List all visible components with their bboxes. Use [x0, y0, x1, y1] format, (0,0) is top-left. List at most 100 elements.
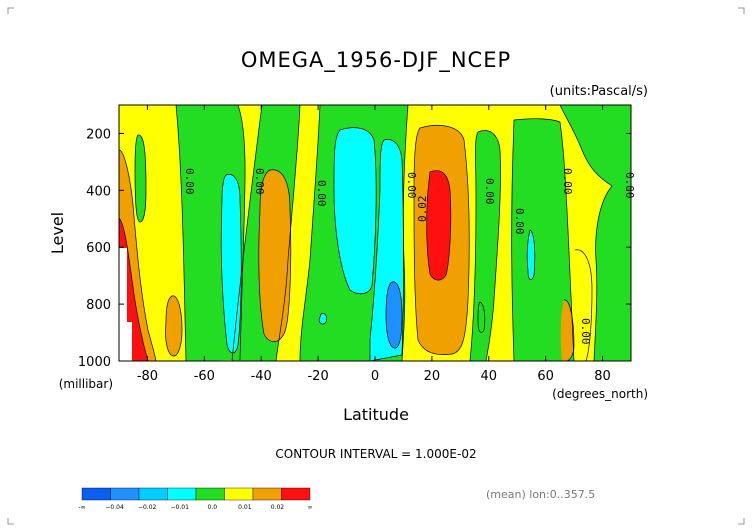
x-axis: -80 -60 -40 -20 0 20 40 60 80 [137, 105, 611, 384]
y-tick-label: 1000 [78, 355, 111, 370]
mean-lon-text: (mean) lon:0..357.5 [486, 488, 595, 501]
contour-label: 0.00 [483, 178, 496, 205]
contour-line [258, 169, 292, 342]
contour-line [369, 139, 404, 361]
contour-line [119, 149, 157, 361]
x-axis-title: Latitude [343, 405, 409, 424]
colorbar-label: 0.02 [271, 504, 285, 511]
contour-line [511, 119, 515, 361]
contour-label: 0.00 [253, 168, 266, 195]
x-unit-label: (degrees_north) [552, 387, 648, 401]
contour-label-002: 0.02 [416, 196, 429, 223]
y-tick-label: 600 [86, 241, 111, 256]
x-tick-label: -20 [307, 369, 328, 384]
colorbar-label: 0.0 [208, 504, 218, 511]
contour-interval-text: CONTOUR INTERVAL = 1.000E-02 [275, 447, 476, 461]
fill-orange-2 [258, 169, 291, 342]
fill-green-band-5 [511, 118, 574, 361]
contour-line [299, 105, 321, 361]
contour-line [175, 105, 187, 361]
fill-orange-spot [165, 295, 182, 356]
contour-line [237, 105, 246, 361]
colorbar-swatch [138, 487, 168, 501]
fill-cyan-1 [221, 174, 242, 353]
fill-orange-4 [560, 299, 574, 361]
contour-label: 0.00 [561, 168, 574, 195]
contour-line [134, 134, 147, 223]
contour-label: 0.00 [183, 168, 196, 195]
fill-green-band-6 [560, 105, 631, 361]
contour-label: 0.00 [405, 172, 418, 199]
contour-line [559, 105, 613, 361]
fill-green-spot-2 [478, 302, 485, 333]
contour-line [275, 105, 301, 361]
colorbar-swatch [252, 487, 282, 501]
colorbar-swatch [224, 487, 254, 501]
x-tick-label: 40 [481, 369, 498, 384]
colorbar-swatch [110, 487, 140, 501]
colorbar-swatch [81, 487, 111, 501]
contour-line [563, 299, 575, 361]
contour-labels: 0.00 0.00 0.00 0.00 0.02 0.00 0.00 0.00 … [183, 168, 636, 345]
colorbar-label: −0.02 [138, 504, 157, 511]
fill-missing-data [119, 248, 132, 361]
fill-green-spot-1 [135, 134, 146, 222]
fill-cyan-5 [319, 313, 327, 325]
y-unit-label: (millibar) [59, 377, 113, 391]
fill-blue-1 [386, 281, 402, 349]
fill-red-2 [426, 170, 451, 281]
x-tick-label: 0 [371, 369, 379, 384]
fill-cyan-2 [334, 127, 377, 294]
contour-line [513, 118, 575, 361]
corner-mark-br [738, 518, 745, 525]
colorbar-label: 0.01 [238, 504, 252, 511]
fill-yellow-feature [571, 249, 592, 361]
contour-label: 0.00 [315, 180, 328, 207]
contour-line [413, 125, 470, 355]
contour-line [426, 170, 452, 281]
contour-line [119, 217, 149, 361]
y-tick-label: 800 [86, 298, 111, 313]
contour-label: 0.00 [623, 172, 636, 199]
x-tick-label: -40 [251, 369, 272, 384]
y-tick-label: 200 [86, 127, 111, 142]
contour-line [574, 249, 593, 361]
contour-line [333, 127, 377, 295]
x-tick-label: -60 [194, 369, 215, 384]
contour-line [318, 313, 327, 325]
contour-line [477, 301, 486, 333]
contour-line [231, 105, 263, 361]
contour-line [477, 130, 501, 361]
x-tick-label: 80 [594, 369, 611, 384]
contour-line [469, 131, 479, 361]
colorbar-swatch [281, 487, 311, 501]
corner-mark-tl [7, 7, 14, 14]
contour-label: 0.00 [513, 208, 526, 235]
colorbar-swatch [167, 487, 197, 501]
units-label: (units:Pascal/s) [550, 84, 648, 99]
colorbar-label: −0.04 [105, 504, 124, 511]
contour-label: 0.00 [579, 318, 592, 345]
colorbar-label: ∞ [308, 504, 313, 511]
chart-title: OMEGA_1956-DJF_NCEP [241, 48, 511, 73]
contour-line [165, 295, 183, 357]
y-axis: 200 400 600 800 1000 [78, 127, 631, 370]
colorbar-label: −0.01 [171, 504, 190, 511]
colorbar-label: -∞ [78, 504, 85, 511]
contour-line [220, 174, 242, 354]
y-tick-label: 400 [86, 184, 111, 199]
fill-green-band-4 [470, 130, 501, 361]
corner-mark-bl [7, 518, 14, 525]
corner-mark-tr [738, 7, 745, 14]
contour-lines [119, 105, 613, 361]
contour-line [526, 229, 536, 281]
x-tick-label: 20 [424, 369, 441, 384]
fill-cyan-4 [527, 230, 535, 280]
contour-line [385, 281, 403, 349]
colorbar-swatch [195, 487, 225, 501]
y-axis-title: Level [48, 212, 67, 254]
x-tick-label: -80 [137, 369, 158, 384]
colorbar: -∞ −0.04 −0.02 −0.01 0.0 0.01 0.02 ∞ [78, 487, 313, 511]
x-tick-label: 60 [537, 369, 554, 384]
